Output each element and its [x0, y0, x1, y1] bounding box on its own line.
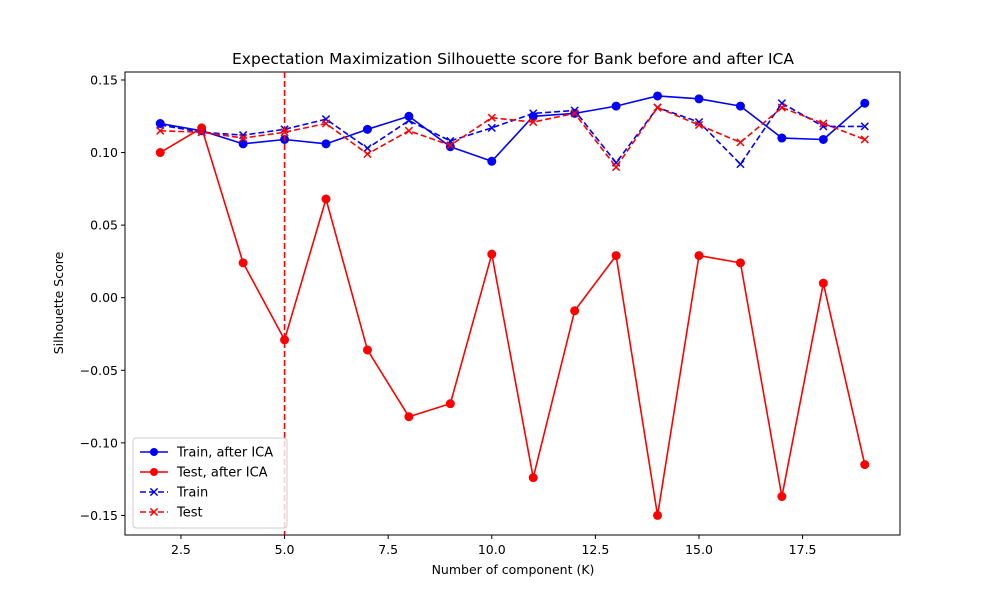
data-point — [694, 94, 704, 104]
data-point — [529, 109, 538, 118]
data-point — [155, 148, 165, 158]
legend-swatch-marker — [149, 507, 159, 517]
data-point — [611, 162, 621, 172]
data-point — [735, 101, 745, 111]
y-tick-label: −0.10 — [80, 435, 118, 450]
y-tick-label: 0.15 — [90, 72, 118, 87]
data-point — [238, 139, 248, 149]
data-point — [694, 117, 704, 127]
data-point — [694, 120, 704, 130]
data-point — [321, 119, 331, 128]
y-tick-label: −0.15 — [80, 508, 118, 523]
series-test-after-ica — [155, 123, 870, 520]
plot-area: 2.5 5.0 7.5 10.0 12.5 15.0 17.5 −0.15 −0.10 −0.05… — [80, 71, 901, 557]
data-point — [529, 117, 538, 127]
data-point — [819, 119, 828, 128]
data-point — [818, 278, 828, 288]
legend: Train, after ICA Test, after ICA Train Test — [132, 437, 288, 529]
data-point — [487, 249, 497, 259]
legend-swatch-marker — [149, 487, 159, 497]
data-point — [446, 141, 455, 150]
data-point — [611, 101, 621, 111]
data-point — [156, 126, 165, 135]
data-point — [570, 109, 579, 118]
data-point — [321, 194, 331, 204]
data-point — [404, 126, 414, 135]
data-point — [362, 345, 372, 355]
legend-label: Train — [176, 486, 208, 501]
data-point — [570, 306, 580, 316]
y-tick-label: 0.00 — [90, 290, 118, 305]
x-tick-label: 7.5 — [378, 542, 398, 557]
series-test — [156, 103, 869, 172]
data-point — [197, 123, 207, 133]
data-point — [238, 133, 248, 143]
legend-entry: Train, after ICA — [140, 446, 273, 461]
x-tick-label: 2.5 — [171, 542, 191, 557]
x-tick-label: 17.5 — [789, 542, 817, 557]
data-point — [487, 123, 496, 133]
legend-entry: Test, after ICA — [140, 466, 268, 481]
series-line — [159, 127, 866, 517]
data-point — [653, 91, 663, 101]
data-point — [653, 103, 662, 112]
data-point — [777, 492, 787, 502]
y-tick-label: −0.05 — [80, 363, 118, 378]
legend-label: Test — [176, 506, 203, 521]
chart-title: Expectation Maximization Silhouette scor… — [232, 50, 794, 68]
data-point — [487, 156, 497, 166]
data-point — [155, 119, 165, 129]
data-point — [363, 149, 372, 159]
legend-box — [132, 437, 288, 529]
data-point — [362, 124, 372, 134]
x-tick-label: 5.0 — [275, 542, 295, 557]
series-line — [160, 95, 866, 163]
legend-swatch-marker — [150, 448, 158, 456]
data-point — [280, 128, 289, 137]
data-point — [860, 122, 869, 131]
data-point — [528, 473, 538, 483]
data-point — [570, 106, 579, 115]
data-point — [653, 510, 663, 520]
series-line — [160, 106, 866, 168]
data-point — [736, 160, 745, 169]
legend-entry: Test — [140, 506, 203, 521]
data-point — [445, 399, 455, 409]
legend-swatch-marker — [150, 468, 158, 476]
data-point — [860, 135, 869, 144]
legend-label: Train, after ICA — [176, 446, 273, 461]
x-tick-label: 15.0 — [685, 542, 713, 557]
data-point — [487, 113, 496, 122]
data-point — [860, 98, 870, 108]
data-point — [736, 138, 745, 147]
y-tick-label: 0.10 — [90, 145, 118, 160]
x-axis-label: Number of component (K) — [432, 562, 595, 577]
data-point — [694, 251, 704, 261]
legend-label: Test, after ICA — [176, 466, 268, 481]
legend-entry: Train — [140, 486, 208, 501]
data-point — [238, 258, 248, 268]
data-point — [404, 116, 414, 125]
data-point — [197, 128, 206, 137]
data-point — [404, 111, 414, 121]
data-point — [777, 103, 787, 112]
y-tick-label: 0.05 — [90, 218, 118, 233]
data-point — [404, 412, 414, 422]
axes-frame — [124, 71, 901, 536]
x-tick-label: 10.0 — [478, 542, 506, 557]
data-point — [860, 460, 870, 470]
data-point — [735, 258, 745, 268]
data-point — [611, 251, 621, 261]
y-axis-label: Silhouette Score — [51, 251, 66, 354]
data-point — [321, 139, 331, 149]
x-tick-label: 12.5 — [581, 542, 609, 557]
data-point — [777, 133, 787, 143]
data-point — [818, 134, 828, 144]
